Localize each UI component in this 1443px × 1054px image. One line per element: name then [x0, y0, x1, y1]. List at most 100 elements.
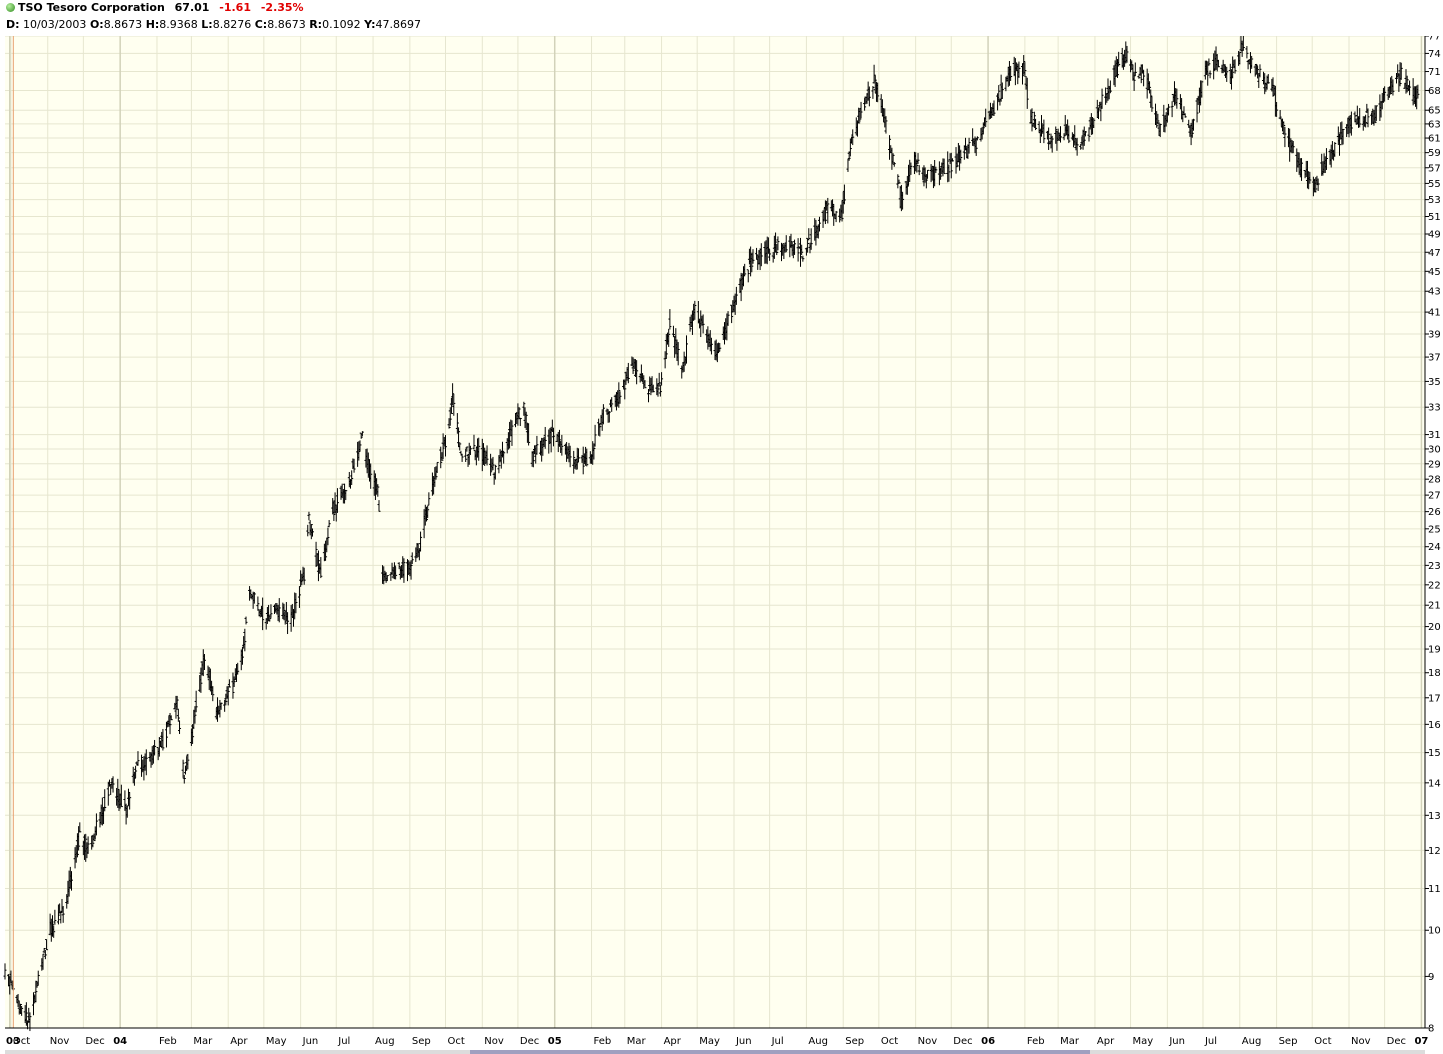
ohlc-bar	[1142, 69, 1146, 87]
y-tick-label: 45	[1428, 267, 1441, 278]
ohlc-bar	[1395, 73, 1399, 84]
ohlc-bar	[226, 685, 230, 706]
ohlc-bar	[1416, 84, 1420, 99]
ohlc-bar	[1042, 119, 1046, 144]
ohlc-bar	[1383, 86, 1387, 102]
ohlc-bar	[103, 789, 107, 812]
ohlc-bar	[1333, 142, 1337, 157]
ohlc-bar	[1291, 140, 1295, 154]
scrollbar-thumb[interactable]	[470, 1050, 1090, 1054]
ohlc-bar	[1137, 75, 1141, 79]
ohlc-bar	[182, 774, 186, 784]
ohlc-bar	[427, 492, 431, 506]
x-tick-label: Oct	[13, 1036, 30, 1047]
ohlc-bar	[1300, 158, 1304, 181]
x-tick-label: 05	[548, 1036, 562, 1047]
ohlc-bar	[1158, 123, 1162, 138]
ohlc-bar	[42, 947, 46, 953]
ohlc-bar	[593, 424, 597, 447]
ohlc-bar	[468, 445, 472, 456]
ohlc-bar	[660, 372, 664, 386]
ohlc-bar	[897, 179, 901, 184]
ohlc-bar	[668, 309, 672, 330]
ohlc-bar	[34, 980, 38, 1003]
ohlc-bar	[116, 778, 120, 808]
ohlc-bar	[524, 411, 528, 431]
ohlc-bar	[377, 500, 381, 512]
x-tick-label: Nov	[484, 1036, 504, 1047]
ohlc-bar	[1167, 103, 1171, 116]
ohlc-bar	[676, 342, 680, 366]
ohlc-bar	[775, 243, 779, 256]
ohlc-bar	[1079, 143, 1083, 150]
ohlc-bar	[1117, 51, 1121, 67]
ohlc-bar	[1032, 111, 1036, 128]
ohlc-bar	[1139, 64, 1143, 84]
ohlc-bar	[909, 162, 913, 175]
ohlc-bar	[585, 448, 589, 467]
ohlc-bar	[477, 437, 481, 461]
y-tick-label: 31	[1428, 430, 1441, 441]
ohlc-bar	[1282, 121, 1286, 135]
range-label: R:	[309, 18, 323, 31]
ohlc-bar	[1364, 114, 1368, 128]
y-value: 47.8697	[375, 18, 422, 31]
ohlc-bar	[798, 237, 802, 267]
ohlc-bar	[685, 335, 689, 364]
x-tick-label: 06	[981, 1036, 995, 1047]
open-value: 8.8673	[103, 18, 143, 31]
ohlc-bar	[667, 328, 671, 347]
ohlc-bar	[111, 776, 115, 793]
ohlc-readout: D: 10/03/2003 O:8.8673 H:8.9368 L:8.8276…	[6, 18, 421, 34]
ohlc-bar	[244, 616, 248, 625]
ohlc-bar	[128, 792, 132, 810]
x-tick-label: Jul	[337, 1036, 350, 1047]
ohlc-bar	[926, 169, 930, 179]
y-tick-label: 49	[1428, 230, 1441, 241]
ohlc-bars	[3, 36, 1420, 1032]
ohlc-bar	[434, 466, 438, 480]
ohlc-bar	[543, 426, 547, 449]
ohlc-bar	[307, 511, 311, 521]
ohlc-bar	[1149, 89, 1153, 108]
y-tick-label: 16	[1428, 720, 1441, 731]
ohlc-bar	[261, 597, 265, 631]
x-tick-label: Sep	[845, 1036, 864, 1047]
ohlc-bar	[181, 759, 185, 778]
x-tick-label: Dec	[1387, 1036, 1406, 1047]
ohlc-bar	[332, 500, 336, 522]
ohlc-bar	[45, 939, 49, 951]
ohlc-bar	[360, 431, 364, 437]
ohlc-bar	[1324, 148, 1328, 170]
ohlc-bar	[1059, 126, 1063, 143]
ohlc-bar	[1254, 63, 1258, 75]
plot-area[interactable]	[5, 36, 1425, 1028]
low-value: 8.8276	[212, 18, 252, 31]
ohlc-bar	[405, 559, 409, 582]
last-price: 67.01	[174, 1, 210, 14]
ohlc-bar	[872, 64, 876, 84]
price-chart[interactable]: 8 9 10 11 12 13 14 15 16 17 18 19 20 21 22 23 24 25 26 27 28…	[0, 36, 1443, 1054]
ohlc-bar	[1021, 63, 1025, 85]
ohlc-bar	[302, 567, 306, 585]
ohlc-bar	[610, 397, 614, 412]
ohlc-bar	[871, 86, 875, 99]
x-tick-label: Oct	[881, 1036, 898, 1047]
ohlc-bar	[946, 151, 950, 183]
ohlc-bar	[485, 445, 489, 466]
ohlc-bar	[465, 446, 469, 452]
ohlc-bar	[1225, 66, 1229, 82]
ohlc-bar	[1200, 80, 1204, 98]
ohlc-bar	[709, 337, 713, 355]
x-tick-label: May	[699, 1036, 720, 1047]
y-tick-label: 26	[1428, 507, 1441, 518]
x-tick-label: Apr	[664, 1036, 682, 1047]
ohlc-bar	[1083, 131, 1087, 137]
x-tick-label: Aug	[375, 1036, 395, 1047]
quote-title-row: TSO Tesoro Corporation 67.01 -1.61 -2.35…	[6, 1, 304, 17]
ohlc-bar	[873, 75, 877, 94]
y-tick-label: 41	[1428, 308, 1441, 319]
ohlc-bar	[1238, 51, 1242, 65]
ohlc-bar	[1050, 135, 1054, 153]
ohlc-bar	[975, 136, 979, 141]
